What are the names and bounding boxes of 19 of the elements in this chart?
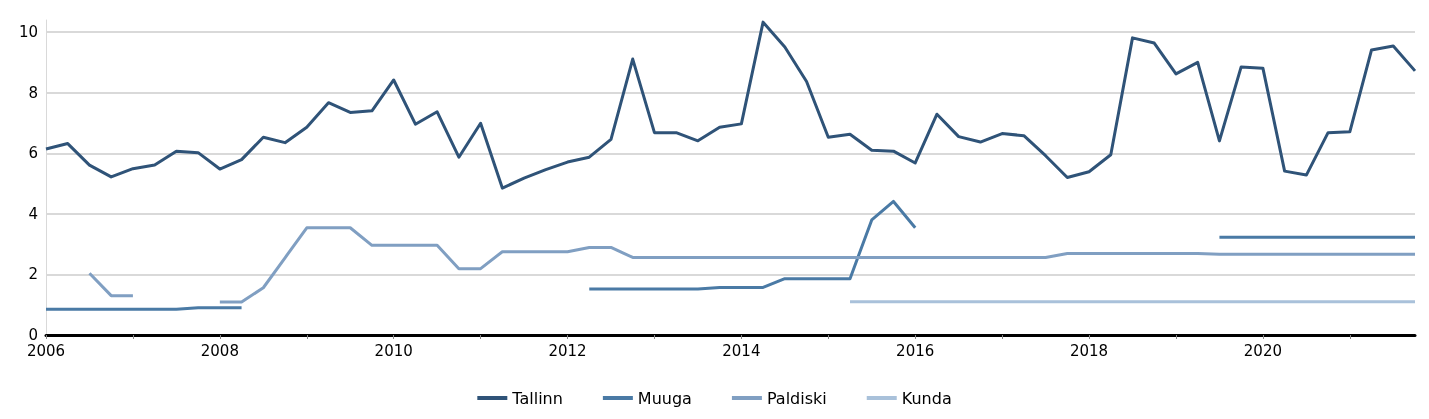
y-tick-label: 0: [28, 326, 38, 344]
x-tick-label: 2012: [548, 341, 587, 360]
legend-label: Tallinn: [511, 388, 563, 408]
legend-label: Kunda: [901, 388, 952, 408]
y-tick-label: 4: [28, 204, 38, 223]
legend-label: Paldiski: [766, 388, 827, 408]
legend-label: Muuga: [637, 388, 692, 408]
y-tick-label: 6: [28, 144, 38, 163]
x-tick-label: 2018: [1069, 341, 1109, 360]
x-tick-label: 2010: [374, 341, 413, 360]
x-tick-label: 2006: [26, 341, 66, 360]
y-tick-label: 2: [28, 265, 38, 284]
x-tick-label: 2016: [896, 341, 935, 360]
line-series: [44, 20, 1417, 190]
x-tick-label: 2008: [200, 341, 239, 360]
y-tick-label: 8: [28, 83, 38, 102]
x-tick-label: 2014: [722, 341, 761, 360]
x-tick-label: 2020: [1243, 341, 1282, 360]
y-tick-label: 10: [18, 23, 38, 42]
